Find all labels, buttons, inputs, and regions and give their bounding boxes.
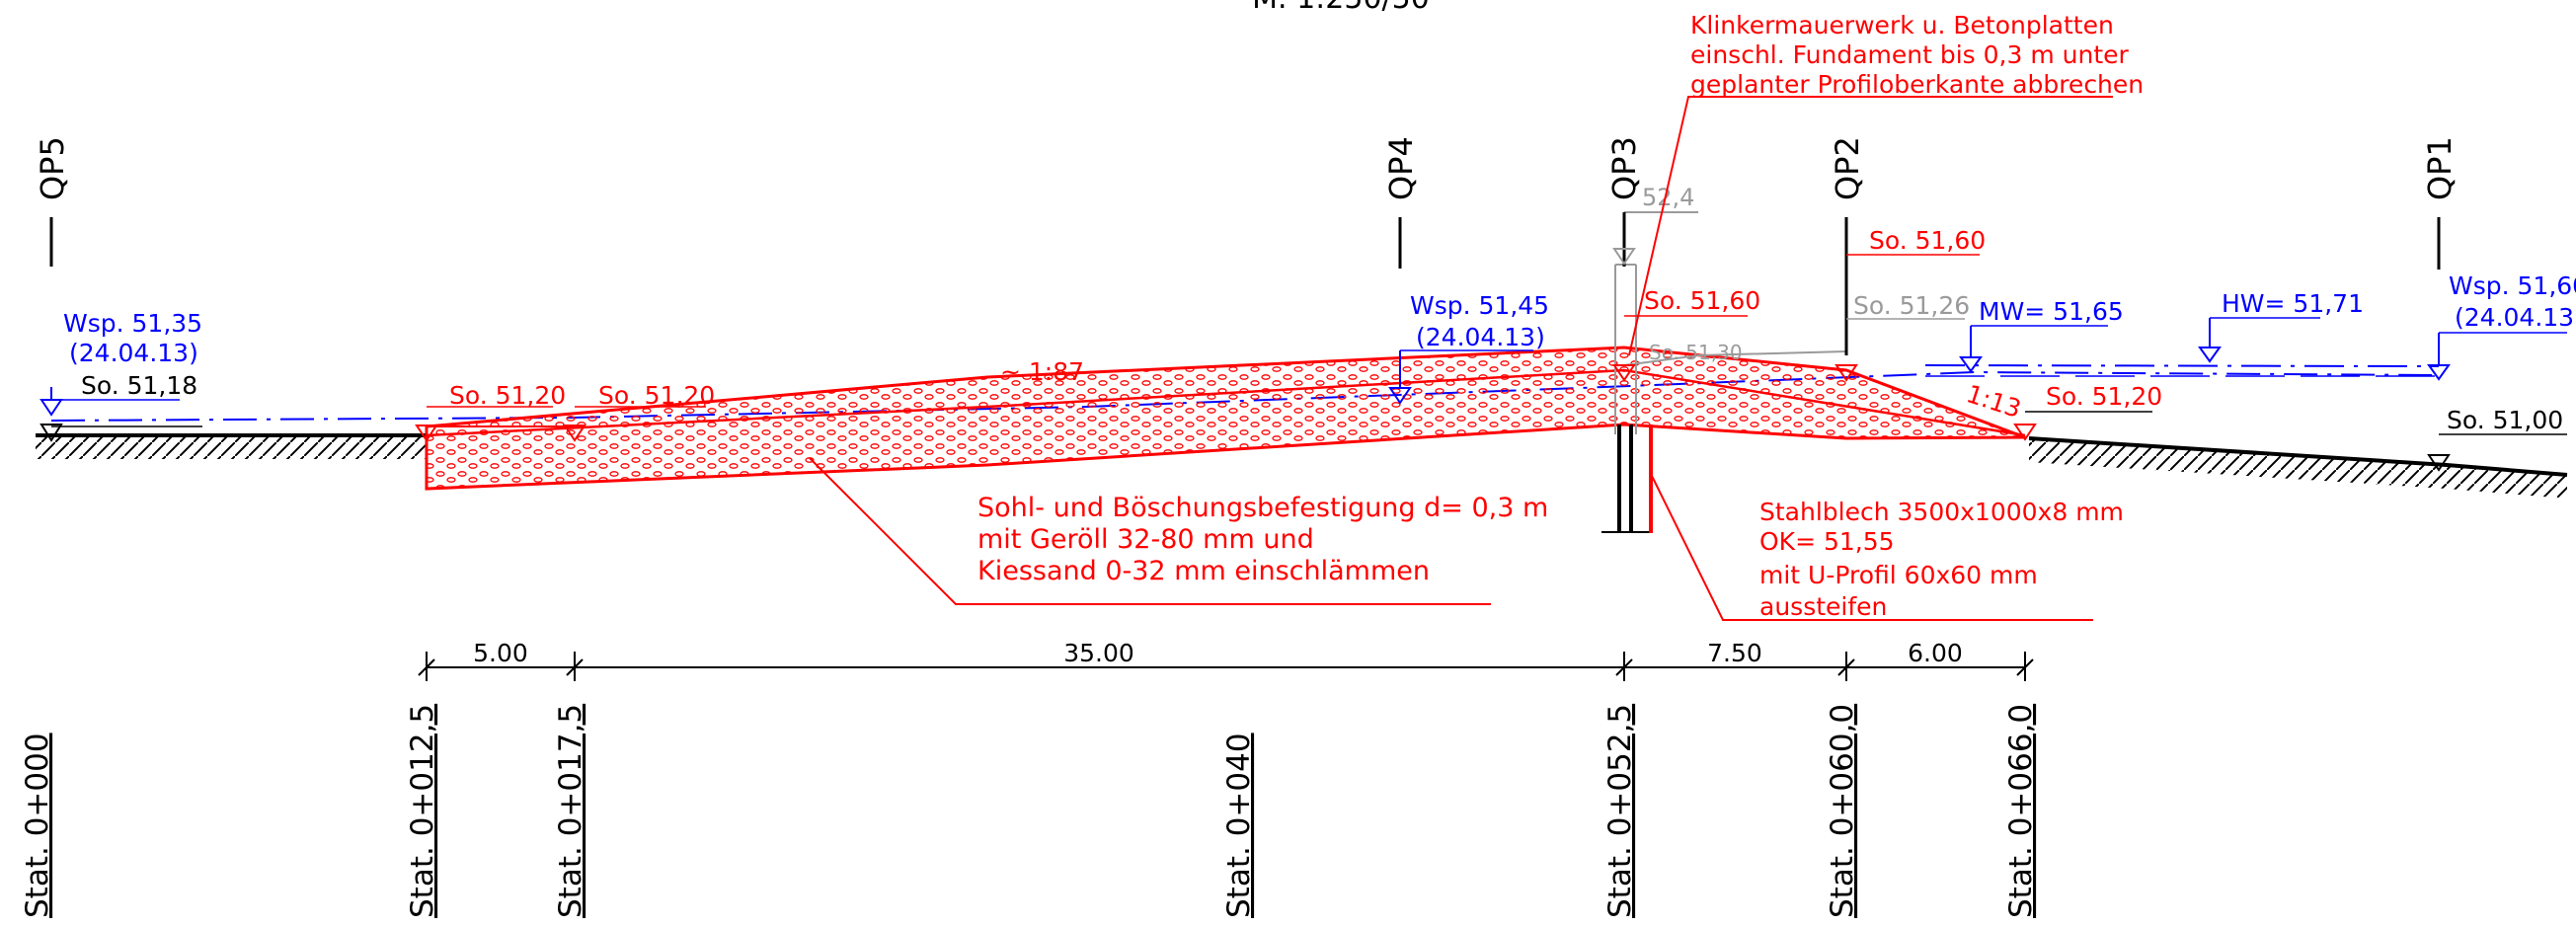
dim-7-5: 7.50 bbox=[1707, 639, 1762, 667]
slope-upstream: ~ 1:87 bbox=[1000, 357, 1084, 386]
note-stahl-line-2: OK= 51,55 bbox=[1759, 527, 1895, 556]
so-a-label: So. 51,20 bbox=[449, 381, 566, 410]
note-klinker-line-3: geplanter Profiloberkante abbrechen bbox=[1690, 70, 2144, 99]
note-sohl-line-1: Sohl- und Böschungsbefestigung d= 0,3 m bbox=[977, 493, 1548, 523]
wsp-right-label: Wsp. 51,60 bbox=[2449, 271, 2576, 300]
profile-qp5: QP5 bbox=[34, 136, 71, 200]
note-sohl-line-2: mit Geröll 32-80 mm und bbox=[977, 524, 1314, 555]
note-sohl-line-3: Kiessand 0-32 mm einschlämmen bbox=[977, 556, 1430, 586]
station-0-000: Stat. 0+000 bbox=[20, 733, 55, 918]
profile-qp2: QP2 bbox=[1829, 136, 1866, 200]
so-left-label: So. 51,18 bbox=[81, 371, 197, 400]
dim-6: 6.00 bbox=[1908, 639, 1963, 667]
sheet-pile bbox=[1601, 425, 1653, 533]
wsp-right-date: (24.04.13) bbox=[2455, 303, 2576, 332]
note-klinker-line-2: einschl. Fundament bis 0,3 m unter bbox=[1690, 40, 2130, 69]
station-0-052-5: Stat. 0+052,5 bbox=[1602, 704, 1638, 918]
dim-5: 5.00 bbox=[473, 639, 528, 667]
existing-ground bbox=[36, 433, 2568, 499]
annotations: Klinkermauerwerk u. Betonplatten einschl… bbox=[809, 11, 2144, 621]
so-qp3-label: So. 51,60 bbox=[1644, 286, 1760, 315]
so-end-label: So. 51,00 bbox=[2447, 406, 2563, 434]
note-stahl-line-3: mit U-Profil 60x60 mm bbox=[1759, 561, 2038, 589]
dimension-chain: 5.00 35.00 7.50 6.00 bbox=[418, 639, 2034, 681]
note-stahl-line-1: Stahlblech 3500x1000x8 mm bbox=[1759, 498, 2124, 526]
station-labels: Stat. 0+000 Stat. 0+012,5 Stat. 0+017,5 … bbox=[20, 704, 2039, 918]
level-markers bbox=[39, 248, 2567, 472]
profile-qp4: QP4 bbox=[1382, 136, 1420, 200]
bed-reinforcement bbox=[425, 346, 2026, 491]
note-klinker-line-1: Klinkermauerwerk u. Betonplatten bbox=[1690, 11, 2114, 39]
wsp-left-label: Wsp. 51,35 bbox=[63, 309, 202, 338]
note-stahl-line-4: aussteifen bbox=[1759, 592, 1887, 621]
profile-qp3: QP3 bbox=[1605, 136, 1643, 200]
wsp-mid-label: Wsp. 51,45 bbox=[1410, 291, 1549, 320]
station-0-012-5: Stat. 0+012,5 bbox=[405, 704, 440, 918]
station-0-040: Stat. 0+040 bbox=[1221, 733, 1257, 918]
level-labels: Wsp. 51,35 (24.04.13) So. 51,18 So. 51,2… bbox=[63, 226, 2576, 434]
station-0-017-5: Stat. 0+017,5 bbox=[553, 704, 588, 918]
so-b-label: So. 51,20 bbox=[598, 381, 715, 410]
profile-markers: QP5 QP4 QP3 QP2 QP1 bbox=[34, 136, 2459, 355]
scale-title: M. 1:250/50 bbox=[1252, 0, 1430, 16]
old-level-label: So. 51,30 bbox=[1649, 341, 1743, 364]
hw-label: HW= 51,71 bbox=[2222, 289, 2364, 318]
profile-qp1: QP1 bbox=[2421, 136, 2459, 200]
wsp-left-date: (24.04.13) bbox=[69, 339, 198, 367]
wsp-mid-date: (24.04.13) bbox=[1416, 323, 1545, 351]
station-0-066-0: Stat. 0+066,0 bbox=[2003, 704, 2039, 918]
mw-label: MW= 51,65 bbox=[1979, 297, 2124, 326]
station-0-060-0: Stat. 0+060,0 bbox=[1825, 704, 1860, 918]
so-grey-label: So. 51,26 bbox=[1853, 291, 1970, 320]
so-right-label: So. 51,20 bbox=[2046, 382, 2162, 411]
so-qp2-label: So. 51,60 bbox=[1869, 226, 1986, 255]
dim-35: 35.00 bbox=[1063, 639, 1134, 667]
